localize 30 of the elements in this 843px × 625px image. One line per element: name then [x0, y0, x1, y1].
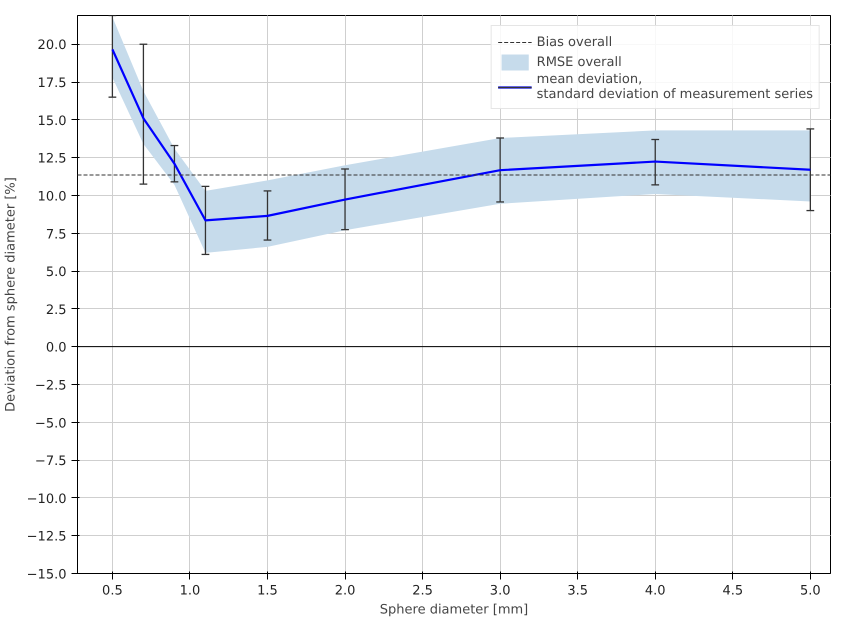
x-tick-label: 2.5	[412, 584, 433, 598]
y-tick-label: −7.5	[34, 454, 67, 470]
y-tick-label: −12.5	[26, 530, 67, 545]
x-tick-label: 1.5	[257, 584, 278, 598]
y-tick-label: −10.0	[26, 492, 67, 507]
y-tick-label: −5.0	[34, 416, 67, 432]
x-tick-label: 4.0	[644, 584, 666, 598]
y-tick-label: 12.5	[38, 152, 67, 167]
y-tick-label: 0.0	[46, 340, 67, 356]
legend-label: Bias overall	[536, 34, 612, 50]
x-axis-title: Sphere diameter [mm]	[380, 602, 528, 618]
x-tick-label: 2.0	[334, 584, 356, 598]
y-tick-label: 10.0	[38, 189, 67, 204]
y-tick-label: 15.0	[38, 114, 67, 129]
x-tick-label: 5.0	[800, 584, 821, 598]
y-tick-label: 17.5	[38, 76, 67, 92]
y-tick-label: 5.0	[46, 265, 67, 280]
legend-label: mean deviation, standard deviation of measurement series	[536, 72, 813, 102]
x-tick-label: 3.0	[490, 584, 510, 598]
y-tick-label: −2.5	[34, 378, 67, 394]
y-tick-label: 2.5	[46, 302, 67, 318]
legend-label: RMSE overall	[536, 54, 622, 70]
x-tick-label: 0.5	[102, 584, 123, 598]
y-tick-label: 7.5	[46, 227, 67, 242]
x-tick-label: 1.0	[180, 584, 200, 598]
y-axis-title: Deviation from sphere diameter [%]	[4, 177, 19, 412]
x-tick-label: 4.5	[722, 584, 744, 598]
y-tick-label: −15.0	[26, 568, 67, 582]
y-tick-label: 20.0	[38, 38, 67, 54]
x-tick-label: 3.5	[567, 584, 588, 598]
